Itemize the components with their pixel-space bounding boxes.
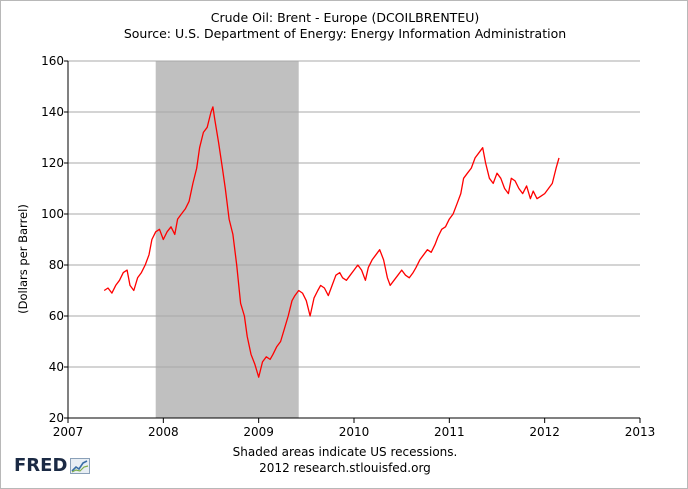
y-tick-label: 20 xyxy=(49,411,64,425)
chart-title: Crude Oil: Brent - Europe (DCOILBRENTEU) xyxy=(211,10,480,25)
x-tick-label: 2008 xyxy=(148,425,179,439)
x-tick-label: 2010 xyxy=(339,425,370,439)
y-tick-label: 120 xyxy=(41,156,64,170)
x-tick-label: 2012 xyxy=(529,425,560,439)
y-axis-label: (Dollars per Barrel) xyxy=(16,204,30,314)
y-tick-label: 160 xyxy=(41,54,64,68)
recession-shading xyxy=(155,61,299,418)
plot-area: 20 40 60 80 100 120 140 160 2007 2008 2009 2010 2011… xyxy=(41,54,655,439)
chart-subtitle: Source: U.S. Department of Energy: Energ… xyxy=(124,26,566,41)
source-credit: 2012 research.stlouisfed.org xyxy=(259,461,431,475)
fred-logo-text: FRED xyxy=(14,455,68,476)
fred-graph-icon xyxy=(70,457,91,474)
fred-logo: FRED xyxy=(14,455,91,476)
y-tick-label: 80 xyxy=(49,258,64,272)
y-tick-label: 140 xyxy=(41,105,64,119)
x-tick-label: 2013 xyxy=(625,425,656,439)
x-tick-label: 2011 xyxy=(434,425,465,439)
y-tick-label: 100 xyxy=(41,207,64,221)
plot-background xyxy=(68,61,640,418)
series-line xyxy=(103,106,560,378)
y-tick-label: 60 xyxy=(49,309,64,323)
x-tick-label: 2007 xyxy=(53,425,84,439)
y-tick-label: 40 xyxy=(49,360,64,374)
recession-note: Shaded areas indicate US recessions. xyxy=(233,445,458,459)
x-tick-label: 2009 xyxy=(243,425,274,439)
